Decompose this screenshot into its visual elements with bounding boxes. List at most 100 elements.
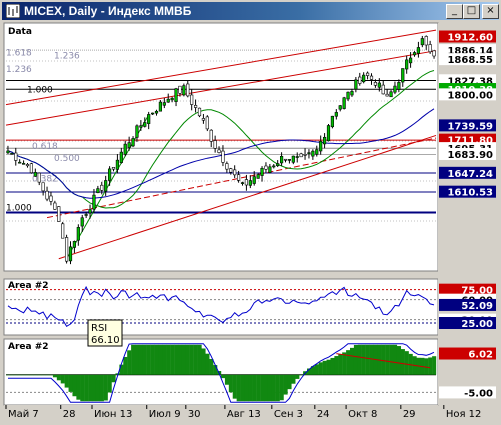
candle-body	[25, 164, 30, 167]
macd-histogram-bar	[185, 344, 190, 375]
candle-body	[29, 163, 34, 174]
macd-histogram-bar	[84, 374, 89, 402]
fib-label: 1.000	[27, 85, 53, 95]
candle-body	[190, 94, 194, 105]
macd-histogram-bar	[37, 374, 42, 376]
macd-histogram-bar	[138, 344, 144, 375]
candle-body	[197, 107, 202, 117]
candlestick-series	[6, 35, 436, 265]
macd-histogram-bar	[389, 344, 394, 375]
fib-label: 1.236	[54, 51, 80, 61]
candle-body	[143, 122, 147, 127]
candle-body	[14, 152, 18, 161]
dashed-trend-line	[46, 137, 437, 219]
candle-body	[377, 82, 381, 88]
macd-histogram-bar	[365, 344, 370, 375]
mid-channel-line	[5, 50, 437, 126]
macd-histogram-bar	[428, 357, 433, 375]
candle-body	[354, 79, 358, 90]
price-pane-label: Data	[8, 27, 32, 37]
rsi-tag-bg	[439, 317, 496, 329]
candle-body	[72, 241, 77, 248]
macd-histogram-bar	[267, 374, 273, 402]
candle-body	[158, 101, 163, 112]
candle-body	[358, 76, 362, 84]
candle-body	[107, 168, 112, 181]
x-tick-label: Июл 9	[149, 409, 181, 420]
macd-histogram-bar	[432, 356, 437, 375]
candle-body	[420, 38, 424, 46]
x-tick-label: 28	[63, 409, 76, 420]
price-tag: 1827.38	[447, 76, 493, 87]
macd-histogram-bar	[68, 374, 73, 392]
macd-histogram-bar	[385, 344, 390, 375]
green-trend-line	[66, 114, 150, 259]
candle-body	[393, 85, 397, 93]
maximize-button[interactable]: □	[463, 4, 480, 19]
candle-body	[135, 125, 139, 138]
macd-histogram-bar	[92, 374, 97, 402]
macd-histogram-bar	[72, 374, 77, 397]
chart-area[interactable]: Data Area #2 Area #2 1.618 1.236 1.236 1.00…	[2, 21, 499, 423]
macd-histogram-bar	[17, 374, 22, 376]
tooltip-name: RSI	[91, 323, 107, 334]
title-bar[interactable]: MICEX, Daily - Индекс ММВБ _ □ ×	[2, 2, 499, 20]
candle-body	[150, 112, 155, 115]
candle-body	[279, 156, 284, 164]
macd-histogram-bar	[150, 344, 155, 375]
candle-body	[424, 36, 428, 46]
macd-histogram-bar	[326, 359, 331, 375]
x-axis	[4, 405, 438, 421]
macd-histogram-bar	[224, 374, 230, 385]
candle-body	[92, 194, 96, 210]
macd-histogram-bar	[291, 374, 296, 384]
candle-body	[389, 91, 393, 98]
macd-histogram-bar	[33, 374, 38, 376]
rsi-line	[7, 285, 435, 327]
fib-label: 1.000	[6, 203, 32, 213]
price-tag-bg	[439, 147, 496, 160]
close-button[interactable]: ×	[482, 4, 499, 19]
rsi-pane[interactable]	[3, 278, 439, 336]
macd-histogram-bar	[396, 346, 402, 375]
macd-histogram-bar	[346, 350, 351, 375]
minimize-button[interactable]: _	[446, 4, 463, 19]
candle-body	[37, 172, 41, 183]
price-tag: 1739.59	[447, 121, 493, 132]
candle-body	[53, 202, 57, 210]
macd-histogram-bar	[221, 374, 226, 379]
candle-body	[225, 163, 229, 170]
candle-body	[68, 246, 73, 262]
candle-body	[233, 169, 237, 176]
macd-histogram-bar	[279, 374, 284, 401]
macd-histogram-bar	[209, 358, 214, 375]
macd-histogram-bar	[240, 374, 245, 402]
macd-histogram-bar	[29, 374, 34, 376]
macd-histogram-bar	[142, 344, 147, 375]
candle-body	[268, 166, 272, 173]
candle-body	[76, 227, 80, 241]
candle-body	[362, 74, 366, 83]
candle-body	[182, 85, 186, 96]
macd-histogram-bar	[52, 374, 58, 378]
rsi-tag: 25.00	[461, 319, 493, 330]
macd-histogram-bar	[76, 374, 81, 400]
candle-body	[64, 237, 69, 262]
macd-histogram-bar	[13, 374, 18, 376]
candle-body	[291, 155, 295, 163]
candle-body	[147, 114, 151, 124]
candle-body	[193, 105, 198, 108]
macd-histogram-bar	[393, 344, 398, 375]
candle-body	[209, 129, 213, 142]
candle-body	[201, 118, 206, 121]
macd-histogram-bar	[166, 344, 171, 375]
x-tick-label: Май 7	[8, 409, 39, 420]
candle-body	[342, 97, 346, 109]
macd-histogram-bar	[299, 374, 304, 376]
candle-body	[369, 75, 374, 80]
candle-body	[416, 47, 421, 54]
candle-body	[408, 57, 413, 64]
price-tag: 1800.00	[447, 90, 493, 101]
fib-label: 1.236	[6, 65, 32, 75]
